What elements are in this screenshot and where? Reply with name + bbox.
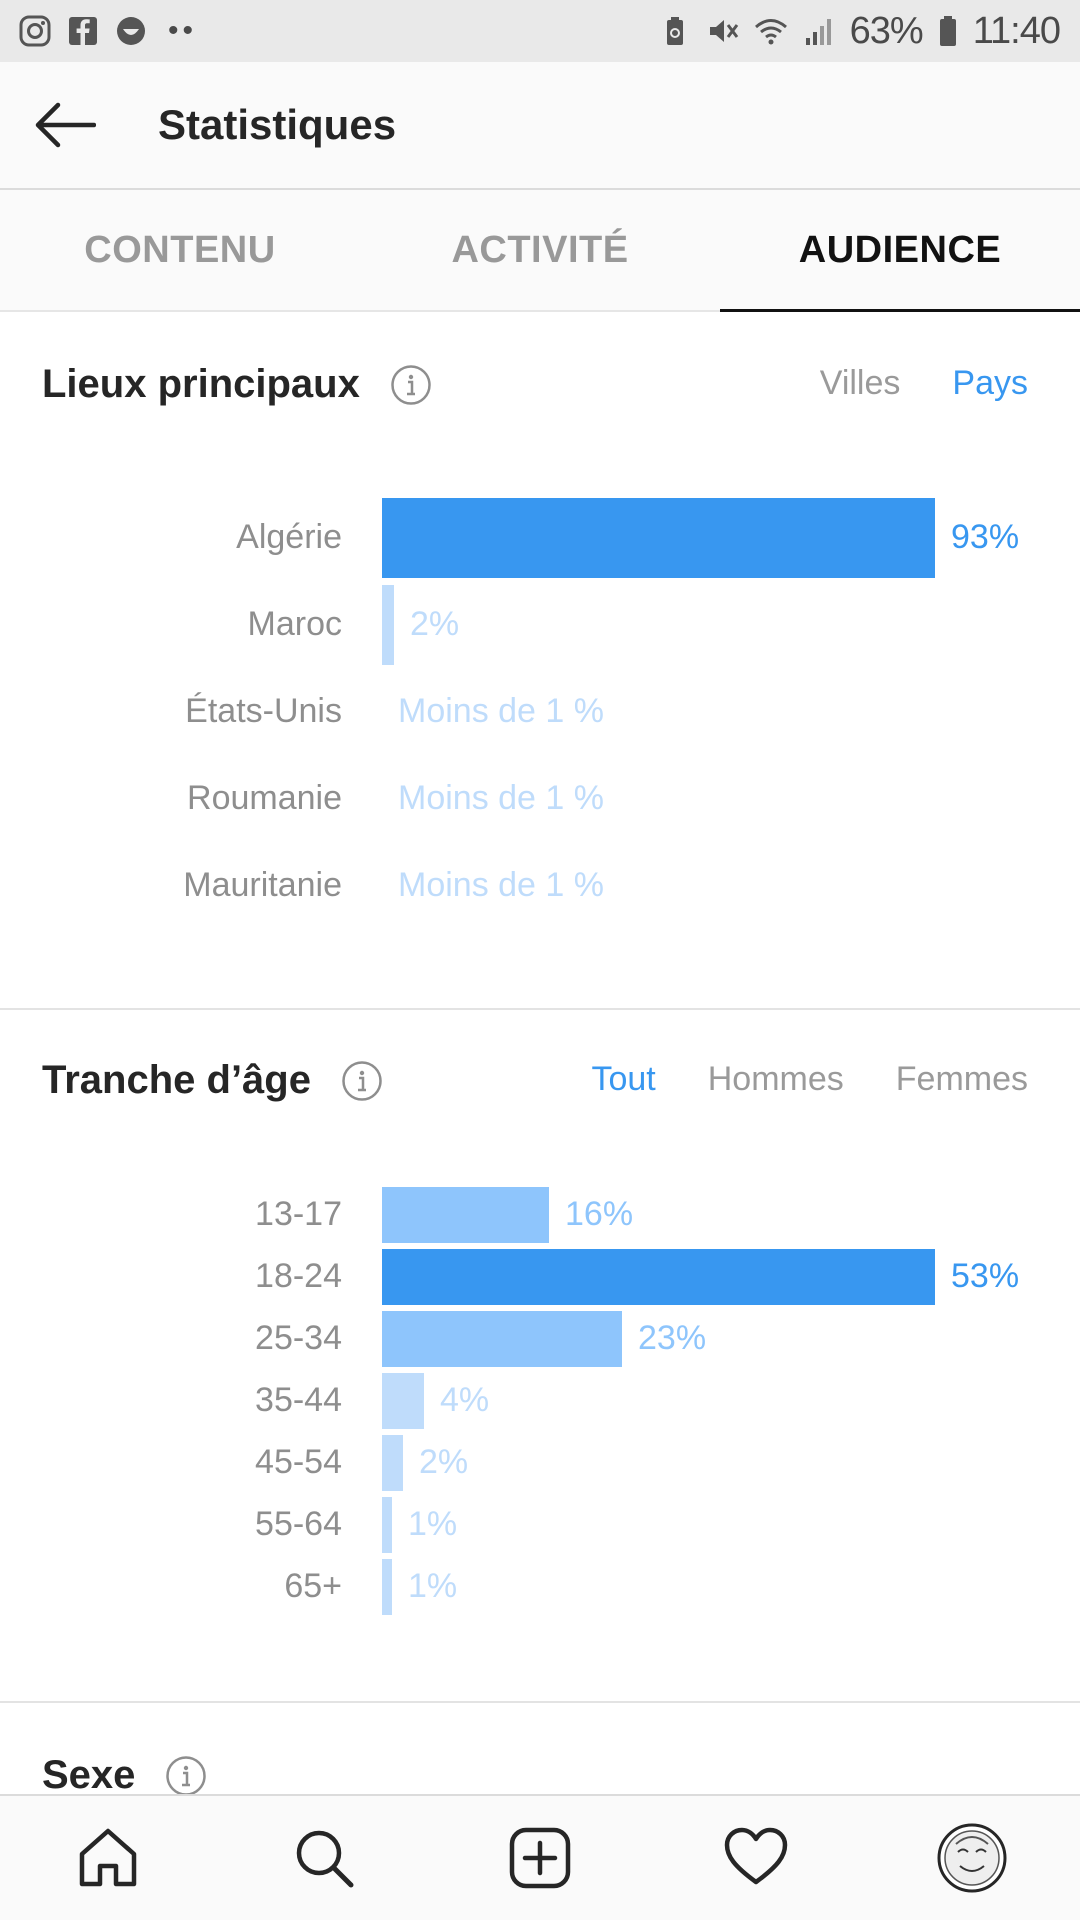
- bar: [382, 1497, 392, 1553]
- status-bar: •• 63% 11:40: [0, 0, 1080, 62]
- bar-value: 16%: [565, 1195, 634, 1233]
- filter-hommes[interactable]: Hommes: [707, 1060, 844, 1098]
- bar: [382, 498, 935, 578]
- bottom-nav: [0, 1794, 1080, 1920]
- divider: [0, 1701, 1080, 1703]
- nav-new-post[interactable]: [485, 1803, 595, 1913]
- bar-label: 65+: [284, 1567, 342, 1605]
- clock: 11:40: [972, 9, 1061, 52]
- bar-label: Maroc: [247, 605, 342, 643]
- filter-tout[interactable]: Tout: [591, 1060, 656, 1098]
- bar-label: 55-64: [255, 1505, 342, 1543]
- tab-audience[interactable]: AUDIENCE: [720, 190, 1080, 312]
- nav-home[interactable]: [53, 1803, 163, 1913]
- bar: [382, 1373, 424, 1429]
- bar: [382, 1249, 935, 1305]
- bar-value: Moins de 1 %: [398, 866, 604, 904]
- activity-heart-icon: [724, 1827, 788, 1885]
- bar-label: 18-24: [255, 1257, 342, 1295]
- info-icon[interactable]: [165, 1755, 207, 1795]
- divider: [0, 1008, 1080, 1010]
- page-title: Statistiques: [158, 101, 397, 148]
- app-bar: Statistiques: [0, 62, 1080, 190]
- battery-saver-icon: [658, 14, 692, 48]
- new-post-icon: [509, 1827, 571, 1889]
- battery-icon: [937, 14, 959, 48]
- tab-activite[interactable]: ACTIVITÉ: [451, 228, 629, 271]
- filter-villes[interactable]: Villes: [819, 364, 901, 402]
- battery-percent: 63%: [849, 9, 924, 52]
- info-icon[interactable]: [341, 1060, 383, 1102]
- mute-icon: [706, 14, 740, 48]
- nav-activity[interactable]: [701, 1803, 811, 1913]
- bar-value: 4%: [440, 1381, 490, 1419]
- bar: [382, 1187, 549, 1243]
- bar-label: 13-17: [255, 1195, 342, 1233]
- bar: [382, 1559, 392, 1615]
- home-icon: [79, 1828, 137, 1887]
- bar-label: Algérie: [236, 518, 342, 556]
- section-title: Lieux principaux: [42, 362, 360, 406]
- bar-label: 25-34: [255, 1319, 342, 1357]
- bar-value: 2%: [419, 1443, 469, 1481]
- bar-value: 1%: [408, 1505, 458, 1543]
- bar-value: 1%: [408, 1567, 458, 1605]
- wifi-icon: [754, 14, 788, 48]
- search-icon: [296, 1830, 354, 1888]
- bar-value: 23%: [638, 1319, 707, 1357]
- back-button[interactable]: [0, 61, 128, 189]
- section-title: Sexe: [42, 1753, 136, 1794]
- nav-search[interactable]: [269, 1803, 379, 1913]
- bar-value: Moins de 1 %: [398, 779, 604, 817]
- bar-value: Moins de 1 %: [398, 692, 604, 730]
- more-notifications-icon: ••: [168, 14, 198, 47]
- bar: [382, 1435, 403, 1491]
- bar: [382, 1311, 622, 1367]
- bar-value: 53%: [951, 1257, 1020, 1295]
- tab-contenu[interactable]: CONTENU: [84, 228, 276, 271]
- bar-label: États-Unis: [185, 692, 342, 730]
- instagram-icon: [18, 14, 52, 48]
- bar-label: 35-44: [255, 1381, 342, 1419]
- bar-value: 93%: [951, 518, 1020, 556]
- age-range-section: Tranche d’âge Tout Hommes Femmes 13-17 16…: [0, 1010, 1080, 1700]
- section-title: Tranche d’âge: [42, 1058, 311, 1102]
- tab-bar: CONTENU ACTIVITÉ AUDIENCE: [0, 190, 1080, 312]
- bar-label: 45-54: [255, 1443, 342, 1481]
- back-arrow-icon: [35, 102, 96, 148]
- smiley-icon: [114, 14, 148, 48]
- top-locations-section: Lieux principaux Villes Pays Algérie 93% M…: [0, 314, 1080, 1010]
- filter-pays[interactable]: Pays: [952, 364, 1028, 402]
- bar: [382, 585, 394, 665]
- profile-avatar: [937, 1823, 1007, 1893]
- filter-femmes[interactable]: Femmes: [895, 1060, 1028, 1098]
- facebook-icon: [66, 14, 100, 48]
- bar-label: Mauritanie: [183, 866, 342, 904]
- gender-section: Sexe: [0, 1703, 1080, 1794]
- bar-label: Roumanie: [187, 779, 342, 817]
- signal-icon: [802, 14, 836, 48]
- bar-value: 2%: [410, 605, 460, 643]
- nav-profile[interactable]: [917, 1803, 1027, 1913]
- info-icon[interactable]: [390, 364, 432, 406]
